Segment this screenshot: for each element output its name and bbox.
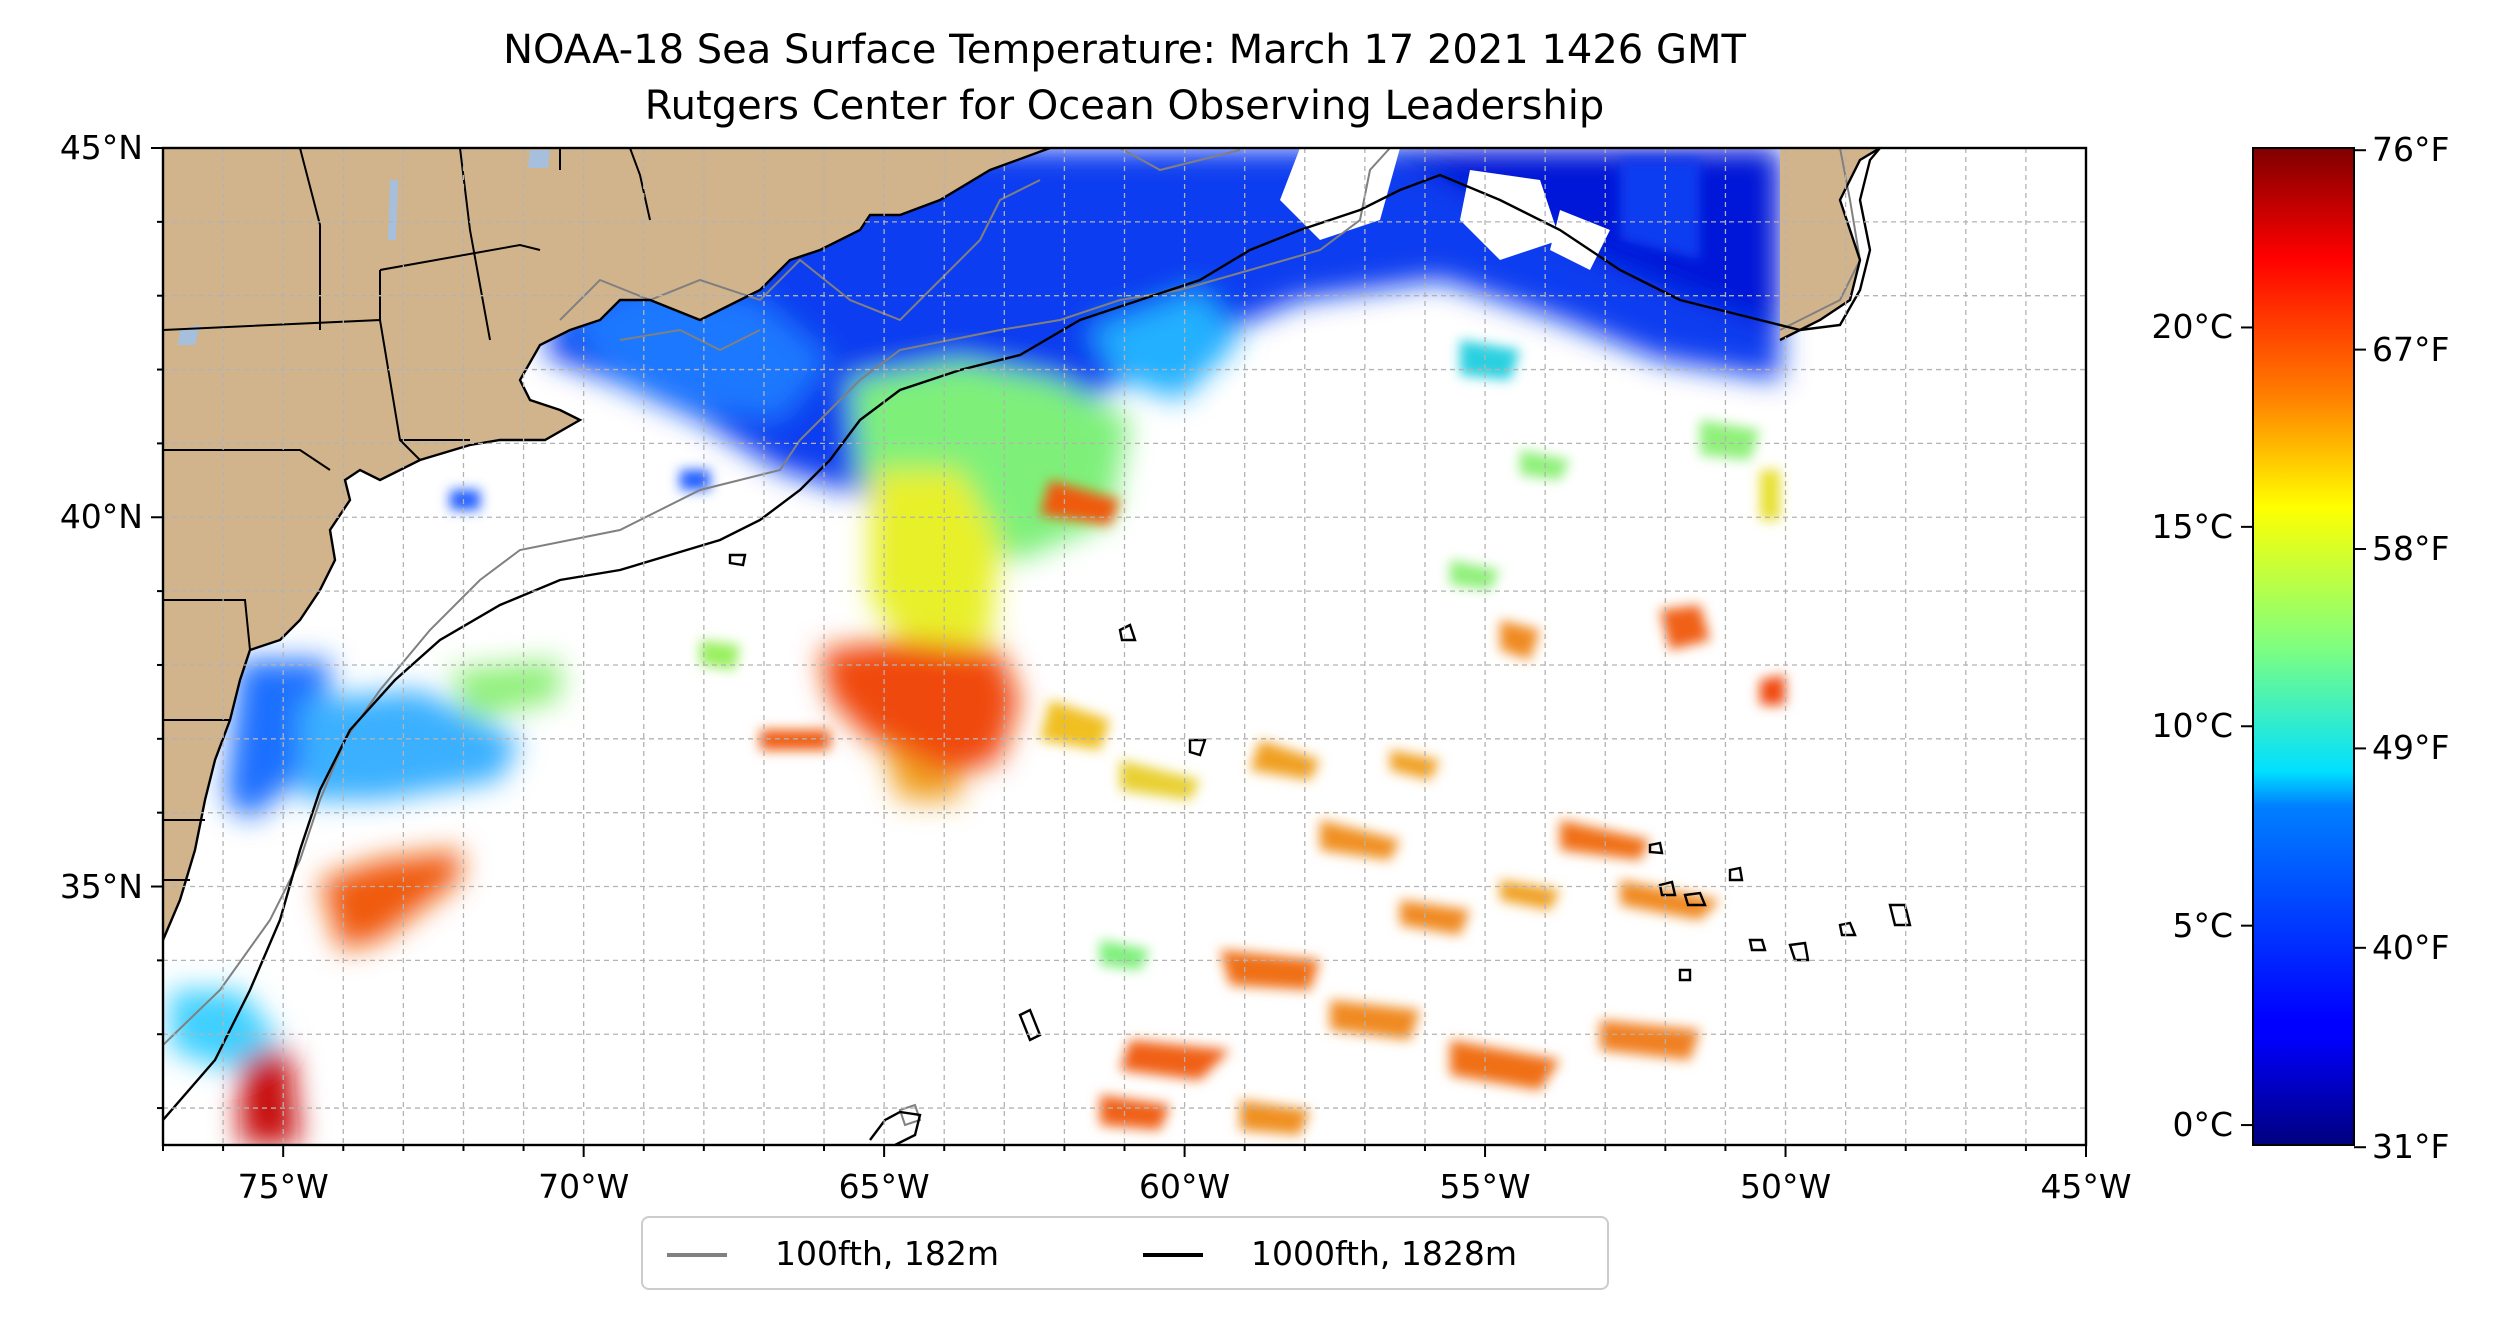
fahrenheit-tick-label: 76°F bbox=[2372, 130, 2450, 170]
colorbar bbox=[2252, 147, 2355, 1146]
lat-tick-label: 40°N bbox=[59, 497, 143, 537]
lon-tick-label: 60°W bbox=[1139, 1167, 1231, 1206]
legend: 100fth, 182m 1000fth, 1828m bbox=[641, 1216, 1609, 1290]
axis-ticks bbox=[151, 147, 2087, 1157]
celsius-tick-label: 20°C bbox=[2151, 307, 2233, 347]
gridlines bbox=[163, 148, 2086, 1145]
lat-tick-label: 45°N bbox=[59, 128, 143, 167]
fahrenheit-tick-label: 31°F bbox=[2372, 1127, 2450, 1167]
legend-swatch-100fth bbox=[667, 1253, 727, 1257]
celsius-tick-label: 0°C bbox=[2172, 1105, 2233, 1145]
lon-tick-label: 65°W bbox=[838, 1167, 930, 1206]
lon-tick-label: 75°W bbox=[237, 1167, 329, 1206]
isobath-1000fth bbox=[163, 148, 1912, 1145]
lon-tick-label: 50°W bbox=[1739, 1167, 1832, 1206]
fahrenheit-tick-label: 49°F bbox=[2372, 728, 2450, 768]
legend-swatch-1000fth bbox=[1143, 1253, 1203, 1257]
fahrenheit-tick-label: 40°F bbox=[2372, 927, 2450, 967]
lon-tick-label: 70°W bbox=[538, 1167, 630, 1206]
fahrenheit-tick-label: 58°F bbox=[2372, 529, 2450, 568]
legend-label-100fth: 100fth, 182m bbox=[775, 1234, 999, 1273]
celsius-tick-label: 10°C bbox=[2151, 706, 2233, 746]
lat-tick-label: 35°N bbox=[59, 866, 143, 906]
lon-tick-label: 45°W bbox=[2040, 1167, 2132, 1206]
map-subtitle: Rutgers Center for Ocean Observing Leade… bbox=[644, 83, 1605, 129]
celsius-tick-label: 5°C bbox=[2172, 905, 2233, 945]
lon-tick-label: 55°W bbox=[1439, 1167, 1531, 1206]
coastline bbox=[163, 148, 1881, 941]
colorbar-ticks bbox=[2241, 149, 2366, 1149]
fahrenheit-tick-label: 67°F bbox=[2372, 329, 2450, 369]
legend-label-1000fth: 1000fth, 1828m bbox=[1251, 1234, 1517, 1273]
celsius-tick-label: 15°C bbox=[2151, 506, 2233, 546]
map-title: NOAA-18 Sea Surface Temperature: March 1… bbox=[503, 27, 1746, 73]
